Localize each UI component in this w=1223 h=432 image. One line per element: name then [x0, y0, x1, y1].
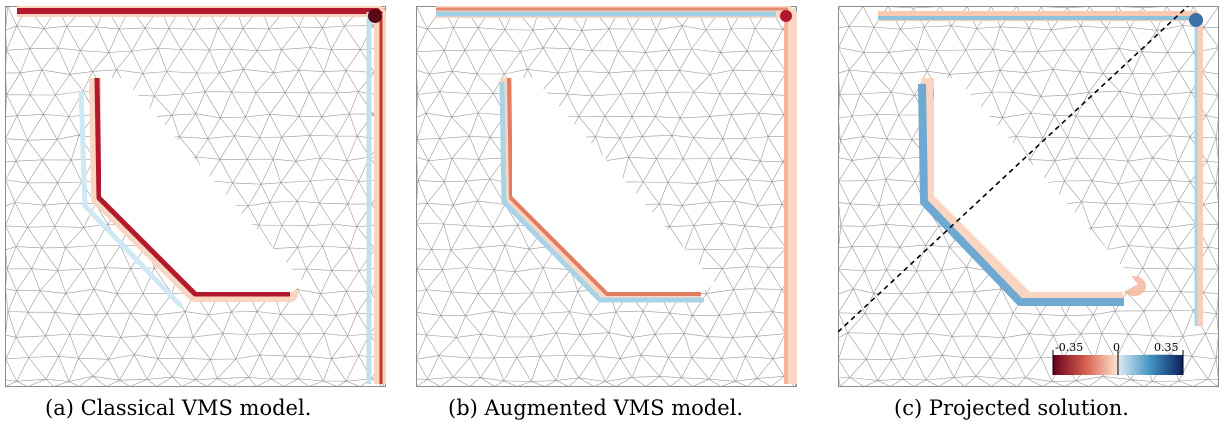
- panel-projected-solution: -0.35 0 0.35: [838, 6, 1219, 387]
- caption-a: (a) Classical VMS model.: [45, 396, 312, 420]
- obstacle: [101, 78, 305, 292]
- caption-b: (b) Augmented VMS model.: [448, 396, 744, 420]
- colorbar-mid-label: 0: [1113, 341, 1120, 354]
- obstacle-layer: [94, 77, 290, 297]
- colorbar-max-label: 0.35: [1154, 341, 1179, 354]
- obstacle: [934, 78, 1138, 292]
- colorbar: -0.35 0 0.35: [1052, 341, 1184, 375]
- colorbar-min-label: -0.35: [1055, 341, 1083, 354]
- obstacle: [512, 78, 716, 292]
- obstacle-layer-outer: [921, 77, 1123, 303]
- panel-classical-vms: [5, 6, 386, 387]
- panel-augmented-vms: [416, 6, 797, 387]
- corner-vortex: [1189, 13, 1203, 27]
- corner-vortex: [368, 9, 382, 23]
- obstacle-blue: [499, 81, 704, 303]
- corner-vortex: [780, 10, 792, 22]
- obstacle-blue: [918, 83, 1124, 306]
- obstacle-red: [507, 77, 701, 296]
- mesh-plot-a: [5, 6, 386, 387]
- mesh-plot-b: [416, 6, 797, 387]
- obstacle-blue-fringe: [78, 90, 183, 308]
- caption-c: (c) Projected solution.: [894, 396, 1129, 420]
- mesh-plot-c: -0.35 0 0.35: [838, 6, 1219, 387]
- projection-line: [838, 6, 1189, 333]
